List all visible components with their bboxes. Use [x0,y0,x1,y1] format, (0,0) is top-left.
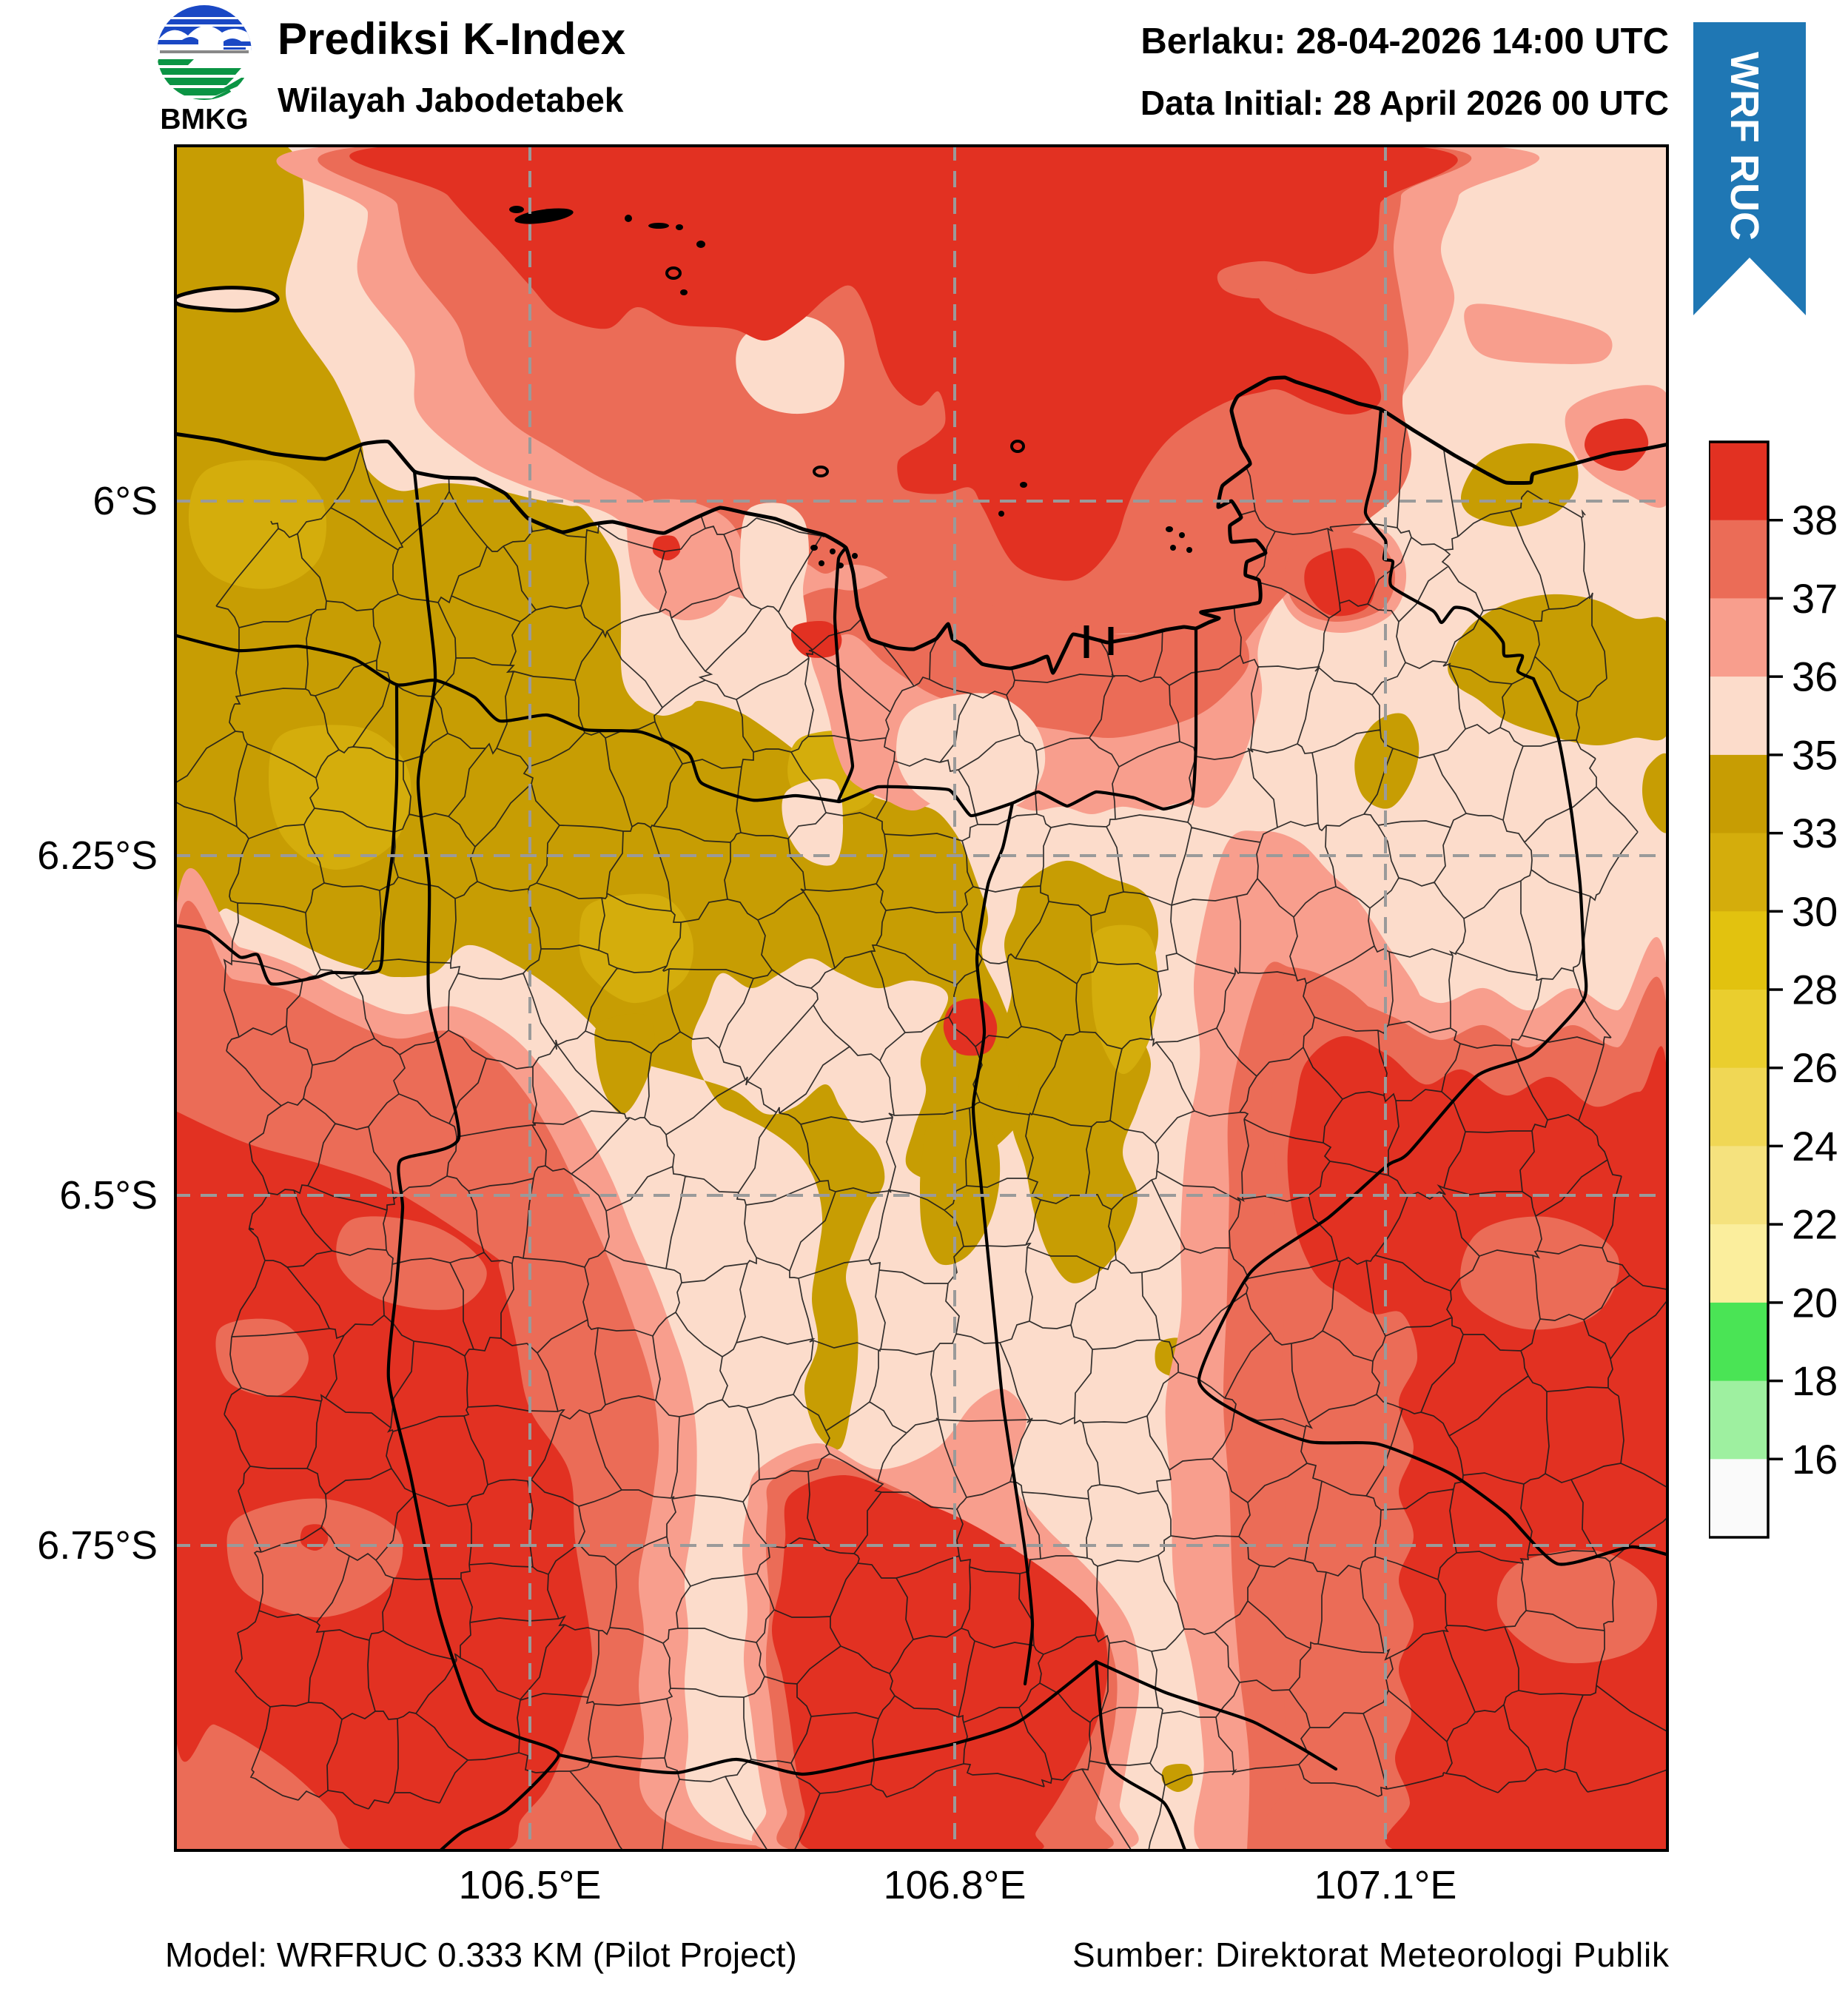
svg-text:28: 28 [1792,967,1838,1013]
svg-text:20: 20 [1792,1279,1838,1326]
svg-text:22: 22 [1792,1201,1838,1248]
svg-text:BMKG: BMKG [160,104,248,135]
svg-text:38: 38 [1792,497,1838,543]
svg-text:30: 30 [1792,888,1838,935]
svg-text:WRF RUC: WRF RUC [1722,52,1767,241]
svg-text:36: 36 [1792,654,1838,700]
svg-text:37: 37 [1792,575,1838,622]
svg-text:33: 33 [1792,810,1838,856]
svg-text:16: 16 [1792,1436,1838,1483]
svg-text:24: 24 [1792,1123,1838,1169]
svg-text:18: 18 [1792,1357,1838,1404]
svg-text:26: 26 [1792,1044,1838,1091]
svg-text:35: 35 [1792,731,1838,778]
